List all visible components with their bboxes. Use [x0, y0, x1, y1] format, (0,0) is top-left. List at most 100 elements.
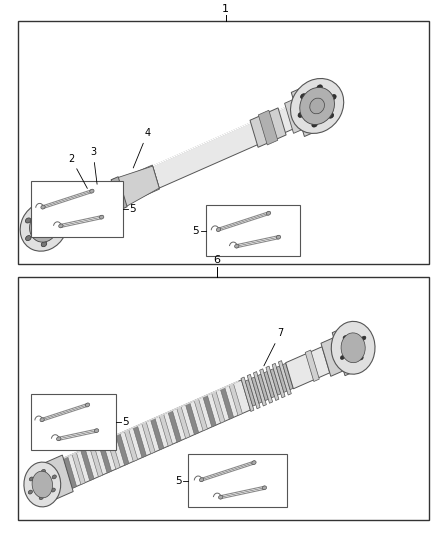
- Polygon shape: [133, 426, 146, 458]
- Text: 5: 5: [193, 225, 199, 236]
- Polygon shape: [85, 182, 121, 219]
- Polygon shape: [276, 366, 287, 392]
- Polygon shape: [98, 441, 112, 473]
- Polygon shape: [254, 372, 266, 406]
- Polygon shape: [177, 407, 190, 439]
- Polygon shape: [64, 456, 77, 488]
- Polygon shape: [212, 391, 225, 423]
- Polygon shape: [258, 374, 268, 401]
- Polygon shape: [89, 445, 103, 477]
- Polygon shape: [111, 166, 159, 210]
- Ellipse shape: [252, 461, 256, 465]
- Ellipse shape: [331, 94, 336, 100]
- Polygon shape: [279, 361, 291, 395]
- Polygon shape: [283, 363, 293, 390]
- Polygon shape: [260, 369, 272, 403]
- Polygon shape: [87, 191, 97, 220]
- Polygon shape: [245, 379, 256, 406]
- Ellipse shape: [25, 218, 31, 223]
- Polygon shape: [250, 108, 286, 147]
- Ellipse shape: [85, 403, 90, 407]
- Text: 3: 3: [90, 147, 97, 184]
- Ellipse shape: [57, 437, 61, 441]
- Ellipse shape: [219, 495, 223, 499]
- Polygon shape: [332, 326, 360, 376]
- Bar: [31, 394, 116, 450]
- Ellipse shape: [90, 189, 94, 193]
- Ellipse shape: [29, 477, 34, 481]
- Ellipse shape: [359, 356, 363, 360]
- Polygon shape: [251, 377, 262, 403]
- Text: 5: 5: [123, 417, 129, 427]
- Polygon shape: [107, 437, 120, 469]
- Ellipse shape: [57, 230, 62, 235]
- Ellipse shape: [28, 490, 32, 494]
- Text: 1: 1: [222, 4, 229, 14]
- Polygon shape: [291, 84, 324, 136]
- Polygon shape: [119, 165, 159, 204]
- Ellipse shape: [29, 211, 58, 242]
- Ellipse shape: [94, 429, 99, 433]
- Ellipse shape: [59, 224, 63, 228]
- Ellipse shape: [362, 336, 366, 340]
- Ellipse shape: [343, 336, 347, 340]
- Ellipse shape: [99, 215, 104, 219]
- Polygon shape: [321, 337, 343, 376]
- Polygon shape: [64, 380, 251, 488]
- Polygon shape: [168, 410, 181, 442]
- Ellipse shape: [41, 206, 46, 212]
- Polygon shape: [305, 350, 319, 382]
- Ellipse shape: [51, 488, 55, 492]
- Polygon shape: [108, 181, 118, 211]
- Ellipse shape: [262, 486, 267, 490]
- Polygon shape: [142, 422, 155, 454]
- Polygon shape: [185, 402, 199, 434]
- Polygon shape: [270, 369, 281, 395]
- Ellipse shape: [235, 244, 239, 248]
- Ellipse shape: [41, 470, 46, 473]
- Ellipse shape: [41, 205, 45, 209]
- Polygon shape: [194, 399, 208, 431]
- Ellipse shape: [298, 112, 304, 117]
- Polygon shape: [258, 110, 278, 145]
- Ellipse shape: [57, 212, 62, 217]
- Ellipse shape: [199, 478, 204, 482]
- Ellipse shape: [300, 87, 335, 125]
- Polygon shape: [116, 433, 129, 465]
- Bar: [31, 181, 123, 237]
- Polygon shape: [203, 395, 216, 427]
- Polygon shape: [151, 418, 164, 450]
- Ellipse shape: [331, 321, 375, 374]
- Polygon shape: [81, 449, 94, 481]
- Ellipse shape: [290, 78, 344, 133]
- Ellipse shape: [276, 235, 281, 239]
- Polygon shape: [229, 383, 242, 415]
- Polygon shape: [111, 177, 127, 210]
- Polygon shape: [285, 100, 302, 133]
- Polygon shape: [72, 453, 85, 484]
- Text: 7: 7: [264, 328, 283, 366]
- Ellipse shape: [266, 211, 271, 215]
- Ellipse shape: [340, 356, 345, 359]
- Polygon shape: [247, 374, 260, 409]
- Ellipse shape: [216, 228, 221, 231]
- Polygon shape: [124, 430, 138, 462]
- Polygon shape: [220, 387, 233, 419]
- Ellipse shape: [32, 471, 53, 498]
- Polygon shape: [97, 186, 108, 215]
- Ellipse shape: [317, 85, 322, 90]
- Polygon shape: [104, 183, 115, 212]
- Polygon shape: [101, 184, 111, 214]
- Ellipse shape: [312, 122, 318, 127]
- Polygon shape: [286, 347, 330, 389]
- Polygon shape: [55, 197, 92, 229]
- Polygon shape: [90, 189, 101, 218]
- Bar: [206, 205, 300, 256]
- Text: 5: 5: [175, 476, 182, 486]
- Ellipse shape: [341, 333, 365, 362]
- Ellipse shape: [24, 462, 61, 507]
- Bar: [18, 21, 429, 264]
- Polygon shape: [159, 414, 173, 446]
- Text: 6: 6: [213, 255, 220, 265]
- Ellipse shape: [25, 236, 31, 241]
